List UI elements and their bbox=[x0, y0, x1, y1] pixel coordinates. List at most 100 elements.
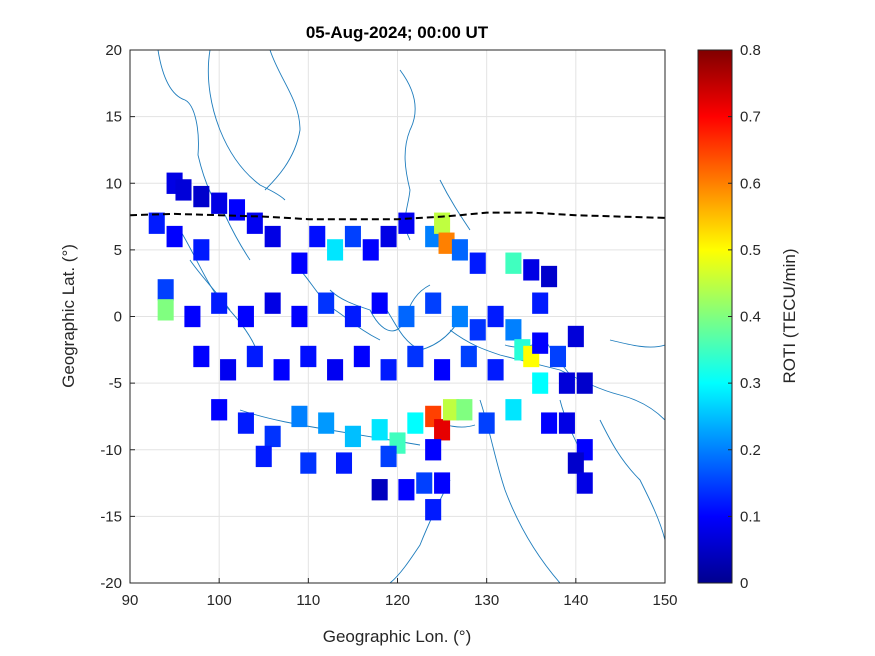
roti-pixel bbox=[264, 292, 281, 314]
roti-pixel bbox=[344, 305, 361, 328]
roti-pixel bbox=[193, 345, 210, 368]
roti-pixel bbox=[344, 425, 361, 448]
roti-pixel bbox=[425, 499, 442, 521]
colorbar-tick-label: 0.3 bbox=[740, 375, 761, 392]
y-tick-label: -15 bbox=[100, 508, 122, 525]
roti-pixel bbox=[228, 199, 246, 221]
colorbar-tick-label: 0.1 bbox=[740, 508, 761, 525]
roti-pixel bbox=[362, 239, 379, 261]
roti-pixel bbox=[157, 299, 174, 321]
colorbar-label: ROTI (TECU/min) bbox=[780, 248, 799, 383]
roti-pixel bbox=[469, 319, 486, 341]
roti-pixel bbox=[398, 479, 415, 501]
x-tick-label: 90 bbox=[122, 592, 139, 609]
roti-pixel bbox=[371, 479, 388, 501]
y-axis-label: Geographic Lat. (°) bbox=[59, 244, 78, 388]
roti-pixel bbox=[211, 192, 228, 214]
roti-pixel bbox=[558, 412, 575, 434]
roti-pixel bbox=[434, 472, 451, 494]
roti-pixel bbox=[255, 445, 272, 468]
colorbar-tick-label: 0.5 bbox=[740, 242, 761, 259]
roti-pixel bbox=[264, 225, 281, 248]
roti-pixel bbox=[416, 472, 433, 494]
colorbar bbox=[697, 49, 733, 584]
roti-pixel bbox=[532, 292, 549, 314]
roti-pixel bbox=[558, 372, 575, 394]
roti-pixel bbox=[246, 212, 263, 234]
roti-pixel bbox=[318, 412, 335, 434]
colorbar-ticks: 0.8 0.7 0.6 0.5 0.4 0.3 0.2 0.1 0 bbox=[728, 42, 761, 592]
roti-pixel bbox=[567, 452, 584, 474]
roti-pixel bbox=[344, 225, 361, 248]
roti-pixel bbox=[175, 179, 192, 201]
roti-pixel bbox=[380, 445, 397, 468]
roti-pixel bbox=[327, 359, 344, 381]
roti-pixel bbox=[505, 252, 522, 274]
roti-pixel bbox=[353, 345, 370, 368]
roti-pixel bbox=[576, 372, 593, 394]
roti-pixel bbox=[318, 292, 335, 314]
x-tick-label: 120 bbox=[385, 592, 410, 609]
x-tick-label: 100 bbox=[207, 592, 232, 609]
y-tick-label: 5 bbox=[114, 242, 122, 259]
colorbar-tick-label: 0 bbox=[740, 575, 748, 592]
y-tick-label: -5 bbox=[109, 375, 122, 392]
roti-pixel bbox=[211, 292, 228, 314]
roti-pixel bbox=[335, 452, 353, 474]
roti-pixel bbox=[487, 359, 504, 381]
roti-pixel bbox=[469, 252, 486, 274]
y-tick-label: -10 bbox=[100, 442, 122, 459]
y-axis-ticks: 20 15 10 5 0 -5 -10 -15 -20 bbox=[100, 42, 135, 592]
roti-pixel bbox=[567, 325, 584, 348]
roti-pixel bbox=[434, 359, 451, 381]
roti-pixels bbox=[148, 172, 593, 521]
roti-pixel bbox=[541, 412, 558, 434]
roti-pixel bbox=[291, 405, 308, 428]
roti-pixel bbox=[541, 265, 558, 288]
roti-pixel bbox=[246, 345, 263, 368]
chart-title: 05-Aug-2024; 00:00 UT bbox=[306, 23, 489, 42]
roti-pixel bbox=[309, 225, 326, 248]
roti-pixel bbox=[193, 239, 210, 261]
roti-pixel bbox=[166, 225, 183, 248]
roti-pixel bbox=[300, 452, 317, 474]
roti-pixel bbox=[371, 419, 388, 441]
roti-pixel bbox=[398, 212, 415, 234]
colorbar-tick-label: 0.4 bbox=[740, 309, 761, 326]
roti-pixel bbox=[487, 305, 504, 328]
roti-pixel bbox=[291, 305, 308, 328]
roti-pixel bbox=[264, 425, 281, 448]
roti-pixel bbox=[451, 305, 468, 328]
roti-pixel bbox=[442, 399, 460, 421]
x-tick-label: 150 bbox=[652, 592, 677, 609]
roti-pixel bbox=[273, 359, 290, 381]
roti-pixel bbox=[371, 292, 388, 314]
x-tick-label: 110 bbox=[296, 592, 320, 609]
roti-pixel bbox=[451, 239, 468, 261]
y-tick-label: 10 bbox=[105, 175, 122, 192]
colorbar-tick-label: 0.6 bbox=[740, 175, 761, 192]
roti-pixel bbox=[456, 399, 473, 421]
roti-pixel bbox=[237, 412, 254, 434]
roti-pixel bbox=[425, 439, 442, 461]
roti-pixel bbox=[532, 332, 549, 354]
roti-pixel bbox=[327, 239, 344, 261]
roti-pixel bbox=[460, 345, 477, 368]
y-tick-label: -20 bbox=[100, 575, 122, 592]
roti-pixel bbox=[300, 345, 317, 368]
roti-pixel bbox=[434, 419, 451, 441]
magnetic-equator-line bbox=[129, 211, 666, 221]
colorbar-tick-label: 0.7 bbox=[740, 109, 761, 126]
roti-pixel bbox=[211, 399, 228, 421]
roti-pixel bbox=[434, 212, 451, 234]
roti-pixel bbox=[523, 259, 540, 281]
x-axis-label: Geographic Lon. (°) bbox=[323, 627, 472, 646]
roti-pixel bbox=[398, 305, 415, 328]
roti-pixel bbox=[576, 472, 593, 494]
roti-pixel bbox=[380, 359, 397, 381]
roti-pixel bbox=[237, 305, 254, 328]
roti-pixel bbox=[380, 225, 397, 248]
roti-pixel bbox=[407, 345, 424, 368]
roti-pixel bbox=[532, 372, 549, 394]
